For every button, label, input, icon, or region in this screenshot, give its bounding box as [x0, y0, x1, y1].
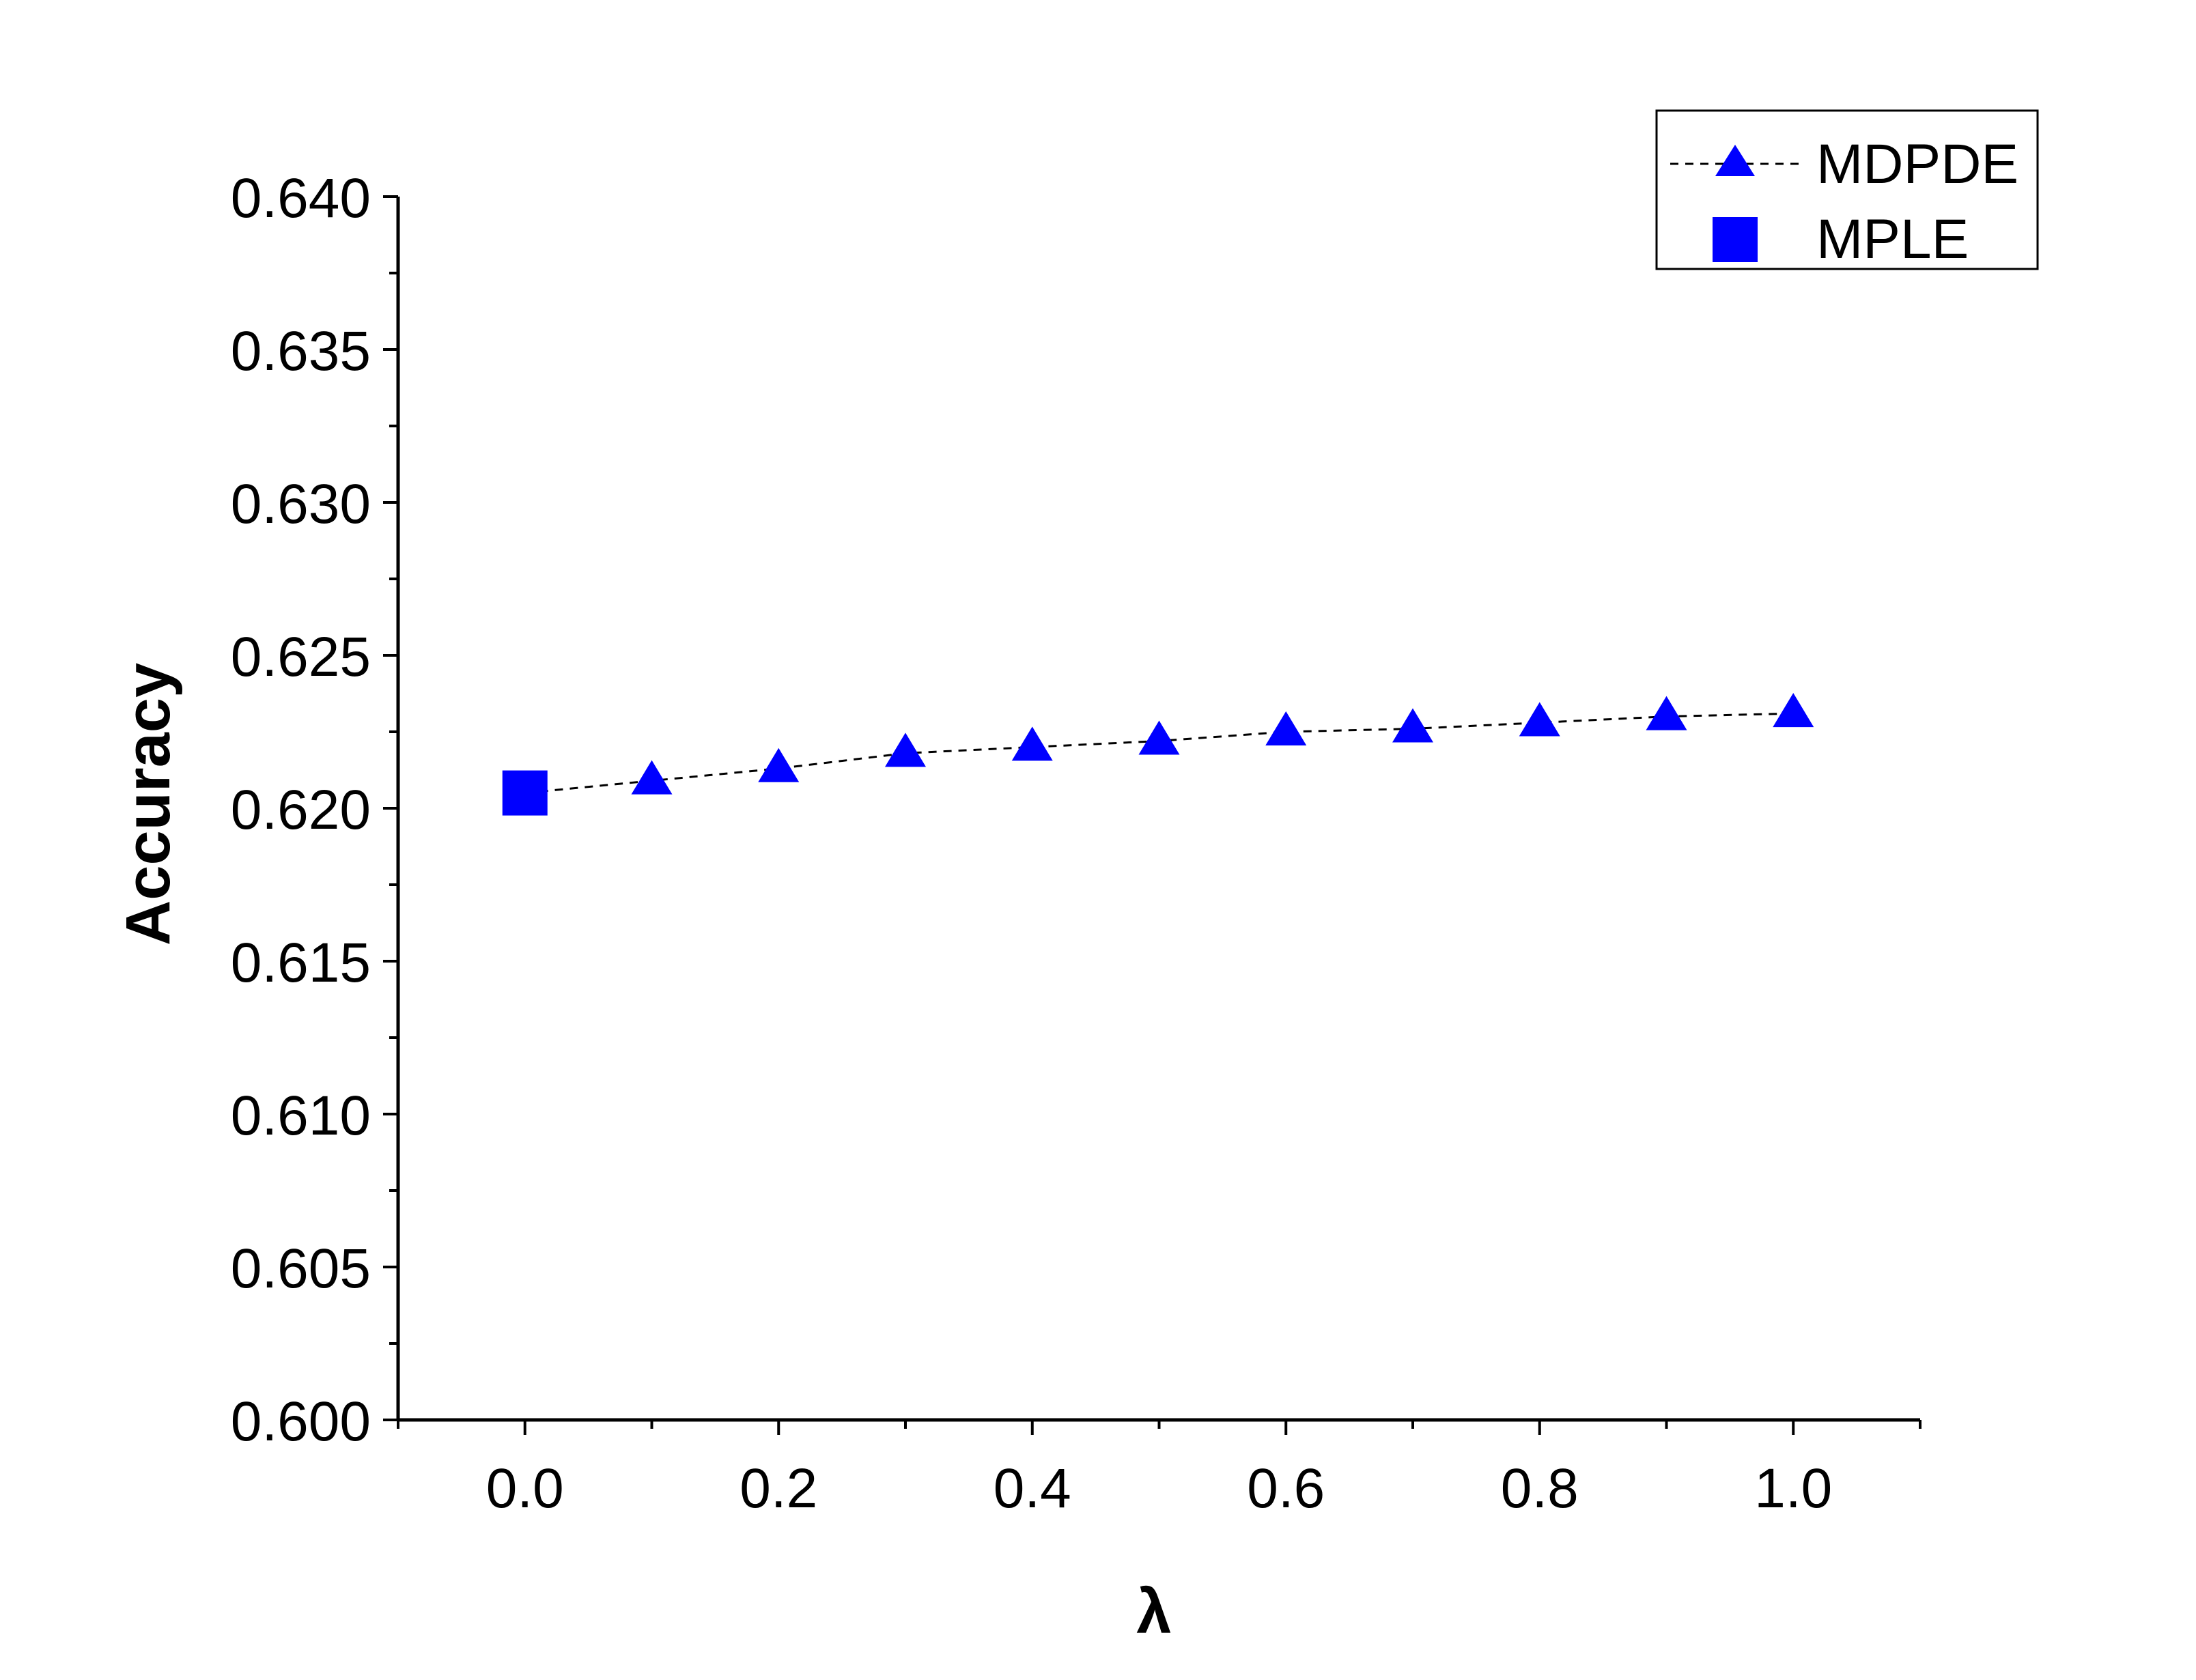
plot-area	[502, 693, 1814, 816]
x-tick-label: 0.4	[994, 1457, 1071, 1520]
y-axis-title: Accuracy	[113, 663, 183, 945]
series-mple-point	[502, 770, 548, 816]
y-tick-label: 0.600	[231, 1391, 371, 1453]
x-tick-label: 0.0	[486, 1457, 564, 1520]
ticks: 0.0 0.2 0.4 0.6 0.8 1.0 0.600 0.605 0.610 0.615 0.…	[231, 167, 1922, 1520]
series-mdpde-point	[758, 748, 800, 782]
y-tick-label: 0.620	[231, 779, 371, 841]
series-mdpde-point	[1773, 693, 1814, 728]
x-axis-title: λ	[1136, 1577, 1171, 1647]
y-tick-label: 0.630	[231, 473, 371, 535]
y-tick-label: 0.625	[231, 626, 371, 688]
y-tick-label: 0.635	[231, 320, 371, 382]
series-mdpde-point	[1138, 720, 1180, 755]
y-tick-label: 0.610	[231, 1085, 371, 1147]
legend-mple-marker	[1713, 217, 1758, 262]
x-tick-label: 0.8	[1501, 1457, 1579, 1520]
legend-mdpde-label: MDPDE	[1816, 133, 2018, 195]
y-tick-label: 0.605	[231, 1238, 371, 1300]
x-tick-label: 1.0	[1754, 1457, 1832, 1520]
series-mdpde-point	[1265, 711, 1307, 745]
series-mdpde-point	[1011, 726, 1053, 761]
series-mdpde-point	[885, 732, 926, 767]
legend-mdpde-marker	[1715, 145, 1755, 176]
y-tick-label: 0.640	[231, 167, 371, 229]
series-mdpde-point	[1519, 702, 1560, 737]
x-tick-label: 0.6	[1247, 1457, 1325, 1520]
axes	[396, 197, 1920, 1422]
legend-mple-label: MPLE	[1816, 208, 1969, 270]
series-mdpde-point	[1646, 696, 1687, 730]
y-tick-label: 0.615	[231, 932, 371, 994]
series-mdpde-point	[631, 760, 673, 795]
x-tick-label: 0.2	[740, 1457, 817, 1520]
legend: MDPDE MPLE	[1655, 109, 2039, 270]
series-mdpde-point	[1392, 708, 1433, 743]
